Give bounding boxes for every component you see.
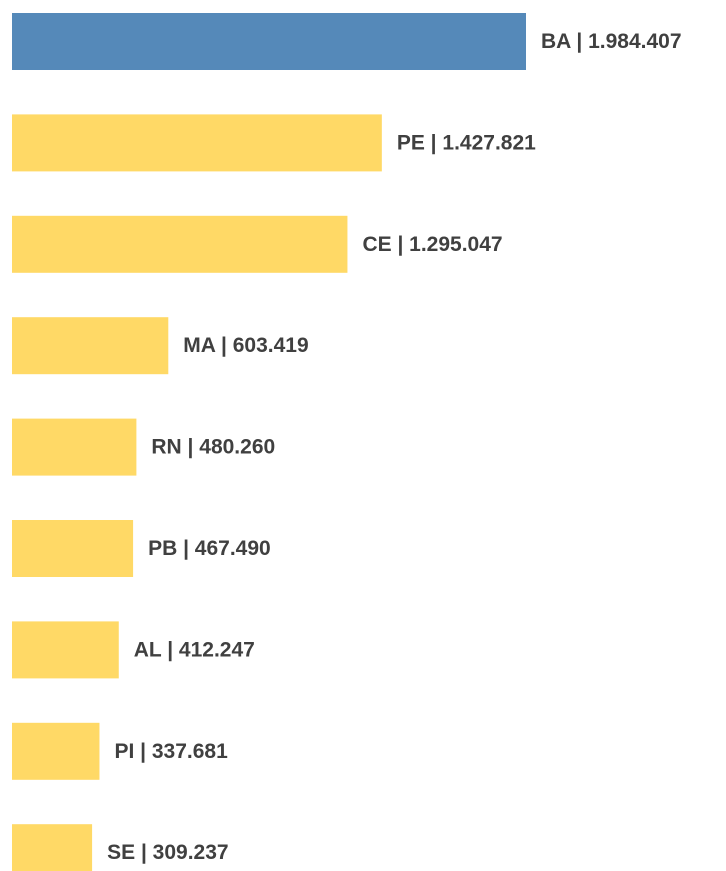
bar xyxy=(12,520,134,577)
bar xyxy=(12,13,526,70)
bar xyxy=(12,317,169,375)
value-label: MA | 603.419 xyxy=(183,334,308,357)
value-label: CE | 1.295.047 xyxy=(362,233,502,256)
value-label: BA | 1.984.407 xyxy=(541,30,682,53)
bar xyxy=(12,621,119,679)
bar xyxy=(12,215,348,273)
value-label: PB | 467.490 xyxy=(148,537,271,560)
bar xyxy=(12,824,93,871)
value-label: RN | 480.260 xyxy=(151,436,275,459)
value-label: PI | 337.681 xyxy=(114,740,228,763)
value-label: AL | 412.247 xyxy=(134,638,255,661)
value-label: SE | 309.237 xyxy=(107,841,228,864)
bar xyxy=(12,418,137,476)
value-label: PE | 1.427.821 xyxy=(397,131,536,154)
bar xyxy=(12,114,382,172)
bar xyxy=(12,722,100,780)
